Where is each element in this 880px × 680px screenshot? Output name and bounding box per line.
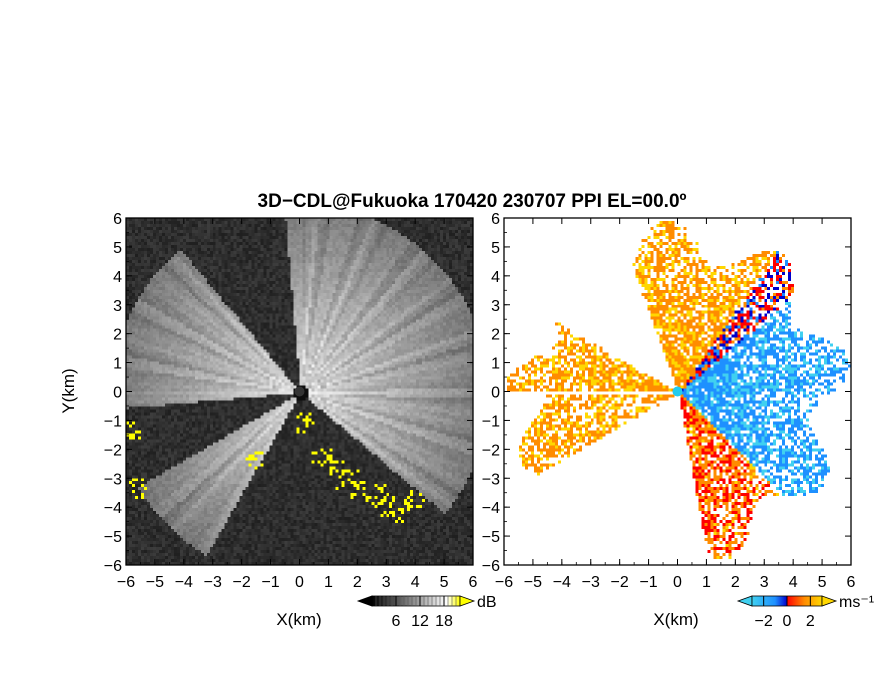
colorbar-unit: ms⁻¹: [839, 594, 874, 611]
y-tick-label: 0: [491, 385, 500, 402]
y-tick-label: 4: [491, 269, 500, 286]
y-tick-label: −3: [104, 471, 122, 488]
x-tick-label: 4: [411, 574, 420, 591]
radar-marker: [294, 386, 305, 397]
x-tick-label: −5: [524, 574, 542, 591]
x-tick-label: −4: [553, 574, 571, 591]
x-tick-label: −1: [261, 574, 279, 591]
y-tick-label: −5: [104, 529, 122, 546]
x-tick-label: 1: [324, 574, 333, 591]
x-tick-label: −4: [175, 574, 193, 591]
y-tick-label: 5: [113, 240, 122, 257]
y-tick-label: 6: [113, 211, 122, 228]
x-tick-label: −6: [495, 574, 513, 591]
x-tick-label: 6: [847, 574, 856, 591]
colorbar-tick-label: 2: [806, 613, 815, 630]
figure-title: 3D−CDL@Fukuoka 170420 230707 PPI EL=00.0…: [258, 191, 687, 212]
colorbar-arrow-right: [459, 595, 476, 607]
reflectivity-colorbar: 6 12 18 dB: [356, 594, 497, 630]
ylabel-left: Y(km): [59, 368, 78, 413]
x-tick-label: 5: [818, 574, 827, 591]
y-tick-label: −6: [104, 558, 122, 575]
x-tick-label: 3: [382, 574, 391, 591]
x-tick-label: −2: [233, 574, 251, 591]
x-tick-label: 5: [440, 574, 449, 591]
y-tick-label: 0: [113, 385, 122, 402]
velocity-colorbar: −2 0 2 ms⁻¹: [736, 594, 874, 630]
xlabel-left: X(km): [276, 610, 321, 629]
colorbar-tick-label: 6: [392, 613, 401, 630]
y-tick-label: −6: [482, 558, 500, 575]
y-tick-label: 6: [491, 211, 500, 228]
x-tick-label: 2: [353, 574, 362, 591]
colorbar-tick-label: 18: [435, 613, 453, 630]
x-tick-label: 6: [469, 574, 478, 591]
x-tick-label: −1: [639, 574, 657, 591]
y-tick-label: 2: [113, 327, 122, 344]
colorbar-arrow-left: [736, 595, 753, 607]
x-tick-label: −6: [117, 574, 135, 591]
y-tick-label: 4: [113, 269, 122, 286]
x-tick-label: −5: [146, 574, 164, 591]
reflectivity-panel: −6 −5 −4 −3 −2 −1 0 1 2 3 4 5 6 −6 −5 −4 −3 −2 −1 0 1 2 3 4 5 6: [104, 211, 478, 591]
x-tick-label: 4: [789, 574, 798, 591]
x-tick-label: −3: [204, 574, 222, 591]
colorbar-arrow-left: [356, 595, 373, 607]
x-tick-label: 0: [295, 574, 304, 591]
y-tick-label: −2: [104, 442, 122, 459]
y-tick-label: 3: [491, 298, 500, 315]
y-tick-label: 3: [113, 298, 122, 315]
x-tick-label: 2: [731, 574, 740, 591]
colorbar-tick-label: 12: [411, 613, 429, 630]
y-tick-label: −2: [482, 442, 500, 459]
y-tick-label: 1: [113, 356, 122, 373]
velocity-panel: −6 −5 −4 −3 −2 −1 0 1 2 3 4 5 6 −6 −5 −4 −3 −2 −1 0 1 2 3 4 5 6: [482, 211, 856, 591]
radar-marker: [672, 386, 683, 397]
y-tick-label: −3: [482, 471, 500, 488]
colorbar-arrow-right: [821, 595, 838, 607]
x-tick-label: 3: [760, 574, 769, 591]
y-tick-label: −1: [482, 413, 500, 430]
y-tick-label: 5: [491, 240, 500, 257]
y-tick-label: 2: [491, 327, 500, 344]
colorbar-tick-label: −2: [755, 613, 773, 630]
colorbar-tick-label: 0: [783, 613, 792, 630]
xlabel-right: X(km): [653, 610, 698, 629]
y-tick-label: −4: [482, 500, 500, 517]
y-tick-label: −4: [104, 500, 122, 517]
x-tick-label: −2: [611, 574, 629, 591]
y-tick-label: −5: [482, 529, 500, 546]
x-tick-label: −3: [582, 574, 600, 591]
y-tick-label: −1: [104, 413, 122, 430]
x-tick-label: 1: [702, 574, 711, 591]
y-tick-label: 1: [491, 356, 500, 373]
colorbar-unit: dB: [477, 594, 497, 611]
x-tick-label: 0: [673, 574, 682, 591]
